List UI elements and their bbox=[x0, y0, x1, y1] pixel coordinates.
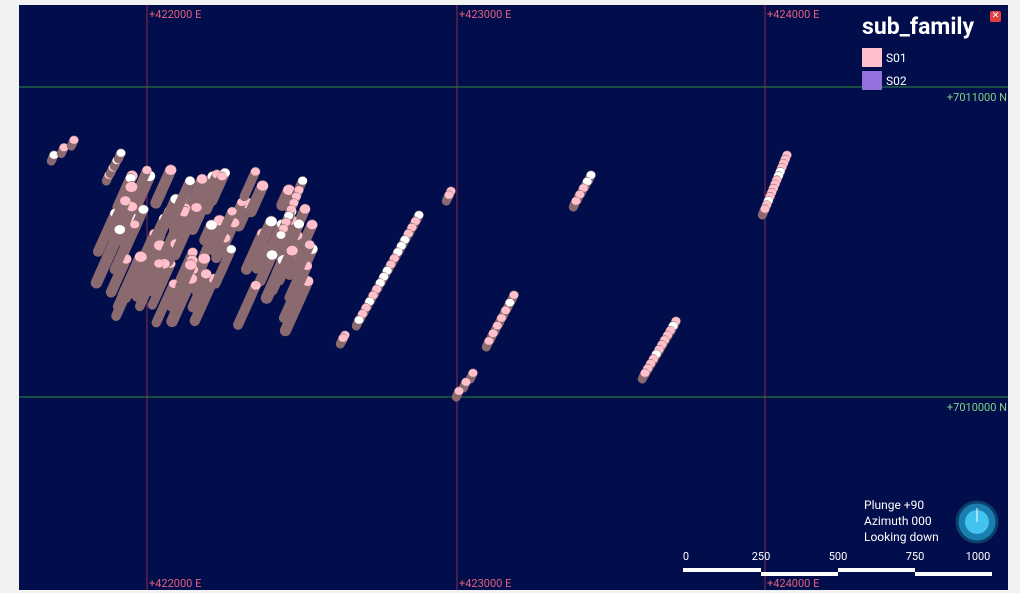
legend-label: S01 bbox=[886, 51, 907, 65]
scale-label: 0 bbox=[683, 550, 689, 563]
drillhole bbox=[165, 165, 176, 175]
scale-segment bbox=[683, 568, 761, 572]
drillhole bbox=[298, 177, 307, 185]
drillhole bbox=[70, 136, 79, 144]
drillhole bbox=[266, 217, 277, 227]
legend-swatch bbox=[862, 71, 882, 90]
drillhole bbox=[238, 285, 256, 324]
scale-label: 250 bbox=[752, 550, 771, 563]
drillhole bbox=[198, 254, 210, 264]
drillhole bbox=[142, 166, 151, 174]
drillhole bbox=[501, 306, 510, 314]
drillhole bbox=[300, 204, 310, 213]
drillhole bbox=[191, 203, 201, 212]
orientation-text: Azimuth 000 bbox=[864, 514, 932, 528]
drillhole bbox=[154, 259, 164, 267]
drillhole bbox=[126, 182, 138, 192]
drillhole bbox=[117, 149, 126, 157]
drillhole bbox=[120, 196, 131, 205]
legend-entry[interactable]: S02 bbox=[862, 71, 907, 90]
drillhole bbox=[138, 205, 148, 214]
drillhole bbox=[493, 322, 502, 330]
drillhole bbox=[251, 168, 260, 176]
drillhole bbox=[305, 240, 315, 248]
drillhole bbox=[307, 220, 318, 229]
drillhole bbox=[469, 369, 478, 377]
drillhole bbox=[761, 205, 770, 213]
drillhole bbox=[455, 387, 464, 395]
drillhole bbox=[505, 299, 514, 307]
drillholes bbox=[50, 136, 792, 397]
drillhole bbox=[510, 291, 519, 299]
drillhole bbox=[294, 220, 304, 229]
legend-swatch bbox=[862, 48, 882, 67]
drillhole bbox=[156, 170, 171, 203]
grid-label: +424000 E bbox=[767, 577, 819, 590]
drillhole bbox=[485, 337, 494, 345]
drillhole bbox=[339, 334, 348, 342]
drillhole bbox=[130, 220, 139, 228]
scale-label: 500 bbox=[829, 550, 848, 563]
orientation-text: Looking down bbox=[864, 530, 939, 544]
orientation-text: Plunge +90 bbox=[864, 498, 924, 512]
drillhole bbox=[217, 172, 226, 180]
drillhole bbox=[287, 246, 298, 256]
grid-label: +7010000 N bbox=[947, 401, 1007, 414]
close-button[interactable]: ✕ bbox=[990, 11, 1001, 22]
legend-entry[interactable]: S01 bbox=[862, 48, 907, 67]
drillhole bbox=[445, 191, 454, 199]
grid-label: +423000 E bbox=[459, 8, 511, 21]
drillhole bbox=[462, 378, 471, 386]
drillhole bbox=[267, 250, 278, 259]
drillhole bbox=[185, 260, 196, 270]
drillhole bbox=[572, 197, 581, 205]
grid-label: +7011000 N bbox=[947, 91, 1007, 104]
grid-label: +424000 E bbox=[767, 8, 819, 21]
drillhole bbox=[257, 181, 268, 191]
scale-label: 1000 bbox=[966, 550, 991, 563]
drillhole bbox=[114, 225, 125, 234]
viewport: +422000 E +423000 E +424000 E +422000 E … bbox=[19, 5, 1008, 590]
drillhole bbox=[227, 245, 236, 253]
drillhole bbox=[497, 314, 506, 322]
drillhole bbox=[355, 316, 364, 324]
grid-label: +422000 E bbox=[149, 577, 201, 590]
page: +422000 E +423000 E +424000 E +422000 E … bbox=[0, 0, 1020, 593]
grid-label: +422000 E bbox=[149, 8, 201, 21]
scale-label: 750 bbox=[906, 550, 925, 563]
drillhole bbox=[197, 174, 208, 183]
grid-label: +423000 E bbox=[459, 577, 511, 590]
drillhole bbox=[185, 177, 195, 185]
drillhole bbox=[135, 252, 147, 262]
scale-segment bbox=[915, 572, 992, 576]
drillhole bbox=[641, 369, 650, 377]
scale-segment bbox=[761, 572, 838, 576]
drillhole bbox=[251, 281, 261, 290]
drillhole bbox=[277, 231, 286, 239]
drillhole bbox=[201, 269, 211, 278]
drillhole bbox=[206, 220, 217, 229]
legend-label: S02 bbox=[886, 74, 907, 88]
drillhole bbox=[489, 329, 498, 337]
scene bbox=[19, 5, 1008, 590]
drillhole bbox=[227, 207, 236, 215]
legend-title: sub_family bbox=[862, 13, 974, 40]
scale-segment bbox=[838, 568, 915, 572]
